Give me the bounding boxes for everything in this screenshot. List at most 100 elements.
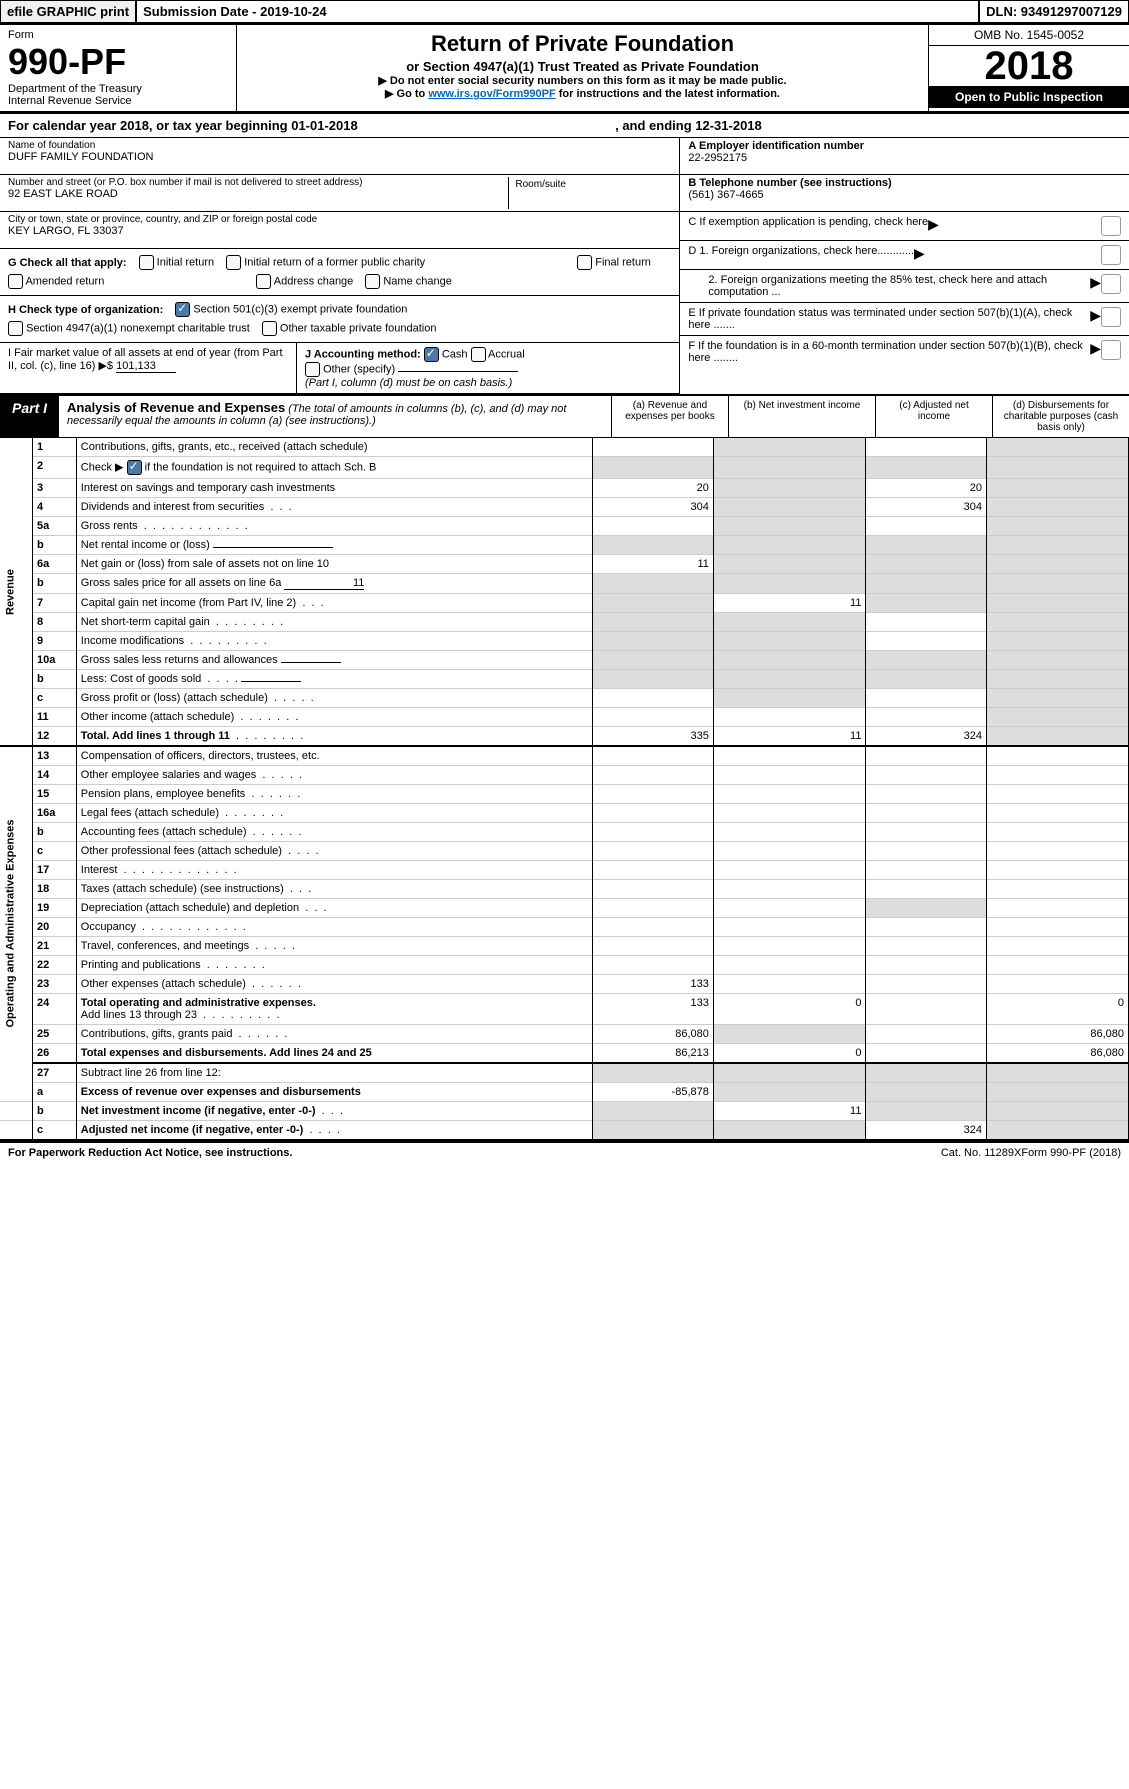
form-header: Form 990-PF Department of the Treasury I… — [0, 25, 1129, 114]
other-taxable-checkbox[interactable] — [262, 321, 277, 336]
line-num: 24 — [33, 994, 77, 1025]
d2-checkbox[interactable] — [1101, 274, 1121, 294]
final-return-checkbox[interactable] — [577, 255, 592, 270]
amended-return-checkbox[interactable] — [8, 274, 23, 289]
column-headers: (a) Revenue and expenses per books (b) N… — [611, 396, 1129, 437]
city-label: City or town, state or province, country… — [8, 214, 671, 225]
line-desc: Other professional fees (attach schedule… — [76, 842, 592, 861]
line-desc: Excess of revenue over expenses and disb… — [76, 1083, 592, 1102]
line-num: 15 — [33, 785, 77, 804]
instr-pre: ▶ Go to — [385, 88, 428, 100]
table-row: 11 Other income (attach schedule) . . . … — [0, 708, 1129, 727]
line-num: b — [33, 574, 77, 594]
line-desc: Gross profit or (loss) (attach schedule)… — [76, 689, 592, 708]
line-desc: Dividends and interest from securities .… — [76, 498, 592, 517]
line-desc: Depreciation (attach schedule) and deple… — [76, 899, 592, 918]
efile-print-button[interactable]: efile GRAPHIC print — [0, 0, 136, 23]
name-change-checkbox[interactable] — [365, 274, 380, 289]
open-to-public: Open to Public Inspection — [929, 86, 1129, 108]
initial-return-checkbox[interactable] — [139, 255, 154, 270]
val-c: 324 — [866, 1121, 987, 1141]
e-checkbox[interactable] — [1101, 307, 1121, 327]
table-row: c Gross profit or (loss) (attach schedul… — [0, 689, 1129, 708]
line-desc: Other expenses (attach schedule) . . . .… — [76, 975, 592, 994]
d1-checkbox[interactable] — [1101, 245, 1121, 265]
line-num: 20 — [33, 918, 77, 937]
other-method-checkbox[interactable] — [305, 362, 320, 377]
top-bar: efile GRAPHIC print Submission Date - 20… — [0, 0, 1129, 25]
val-a: 20 — [593, 479, 714, 498]
table-row: 18 Taxes (attach schedule) (see instruct… — [0, 880, 1129, 899]
line-num: 16a — [33, 804, 77, 823]
j-note: (Part I, column (d) must be on cash basi… — [305, 377, 512, 389]
table-row: 27 Subtract line 26 from line 12: — [0, 1063, 1129, 1083]
f-checkbox[interactable] — [1101, 340, 1121, 360]
val-b: 11 — [713, 727, 866, 747]
line-num: 18 — [33, 880, 77, 899]
irs-link[interactable]: www.irs.gov/Form990PF — [428, 88, 555, 100]
line-num: 9 — [33, 632, 77, 651]
line-desc: Printing and publications . . . . . . . — [76, 956, 592, 975]
ein-value: 22-2952175 — [688, 152, 1121, 164]
addr-change-label: Address change — [274, 275, 354, 287]
line-num: 11 — [33, 708, 77, 727]
name-change-label: Name change — [383, 275, 452, 287]
4947-checkbox[interactable] — [8, 321, 23, 336]
arrow-icon: ▶ — [928, 216, 939, 233]
line-num: 21 — [33, 937, 77, 956]
e-row: E If private foundation status was termi… — [680, 303, 1129, 336]
ij-row: I Fair market value of all assets at end… — [0, 343, 679, 394]
table-row: 5a Gross rents . . . . . . . . . . . . — [0, 517, 1129, 536]
amended-return-label: Amended return — [25, 275, 104, 287]
line-num: c — [33, 1121, 77, 1141]
line-desc: Subtract line 26 from line 12: — [76, 1063, 592, 1083]
expenses-side-label: Operating and Administrative Expenses — [0, 746, 33, 1102]
line-desc: Compensation of officers, directors, tru… — [76, 746, 592, 766]
irs: Internal Revenue Service — [8, 95, 228, 107]
line-desc: Income modifications . . . . . . . . . — [76, 632, 592, 651]
table-row: 17 Interest . . . . . . . . . . . . . — [0, 861, 1129, 880]
table-row: 23 Other expenses (attach schedule) . . … — [0, 975, 1129, 994]
table-row: b Less: Cost of goods sold . . . . — [0, 670, 1129, 689]
line-desc: Less: Cost of goods sold . . . . — [76, 670, 592, 689]
table-row: b Net investment income (if negative, en… — [0, 1102, 1129, 1121]
table-row: b Net rental income or (loss) — [0, 536, 1129, 555]
ein-box: A Employer identification number 22-2952… — [680, 138, 1129, 175]
foundation-name-box: Name of foundation DUFF FAMILY FOUNDATIO… — [0, 138, 679, 175]
line-num: c — [33, 842, 77, 861]
addr-change-checkbox[interactable] — [256, 274, 271, 289]
tel-label: B Telephone number (see instructions) — [688, 177, 1121, 189]
name-label: Name of foundation — [8, 140, 671, 151]
val-b: 11 — [713, 594, 866, 613]
cash-checkbox[interactable] — [424, 347, 439, 362]
accrual-checkbox[interactable] — [471, 347, 486, 362]
line-num: 7 — [33, 594, 77, 613]
line-num: 26 — [33, 1044, 77, 1064]
line-num: b — [33, 823, 77, 842]
schb-checkbox[interactable] — [127, 460, 142, 475]
initial-former-checkbox[interactable] — [226, 255, 241, 270]
instr-post: for instructions and the latest informat… — [559, 88, 780, 100]
cat-no: Cat. No. 11289X — [941, 1147, 1022, 1159]
tax-year: 2018 — [929, 46, 1129, 86]
val-b: 11 — [713, 1102, 866, 1121]
col-c-header: (c) Adjusted net income — [875, 396, 992, 437]
c-checkbox[interactable] — [1101, 216, 1121, 236]
other-taxable-label: Other taxable private foundation — [280, 322, 437, 334]
g-label: G Check all that apply: — [8, 257, 127, 269]
line-desc: Gross rents . . . . . . . . . . . . — [76, 517, 592, 536]
table-row: 8 Net short-term capital gain . . . . . … — [0, 613, 1129, 632]
line-desc: Interest . . . . . . . . . . . . . — [76, 861, 592, 880]
form-990pf: efile GRAPHIC print Submission Date - 20… — [0, 0, 1129, 1163]
val-c: 304 — [866, 498, 987, 517]
table-row: 7 Capital gain net income (from Part IV,… — [0, 594, 1129, 613]
h-check-row: H Check type of organization: Section 50… — [0, 296, 679, 343]
page-footer: For Paperwork Reduction Act Notice, see … — [0, 1141, 1129, 1163]
line-desc: Other employee salaries and wages . . . … — [76, 766, 592, 785]
val-a: 335 — [593, 727, 714, 747]
line-num: 14 — [33, 766, 77, 785]
other-method-label: Other (specify) — [323, 363, 395, 375]
arrow-icon: ▶ — [1090, 340, 1101, 357]
501c3-checkbox[interactable] — [175, 302, 190, 317]
accrual-label: Accrual — [488, 348, 525, 360]
